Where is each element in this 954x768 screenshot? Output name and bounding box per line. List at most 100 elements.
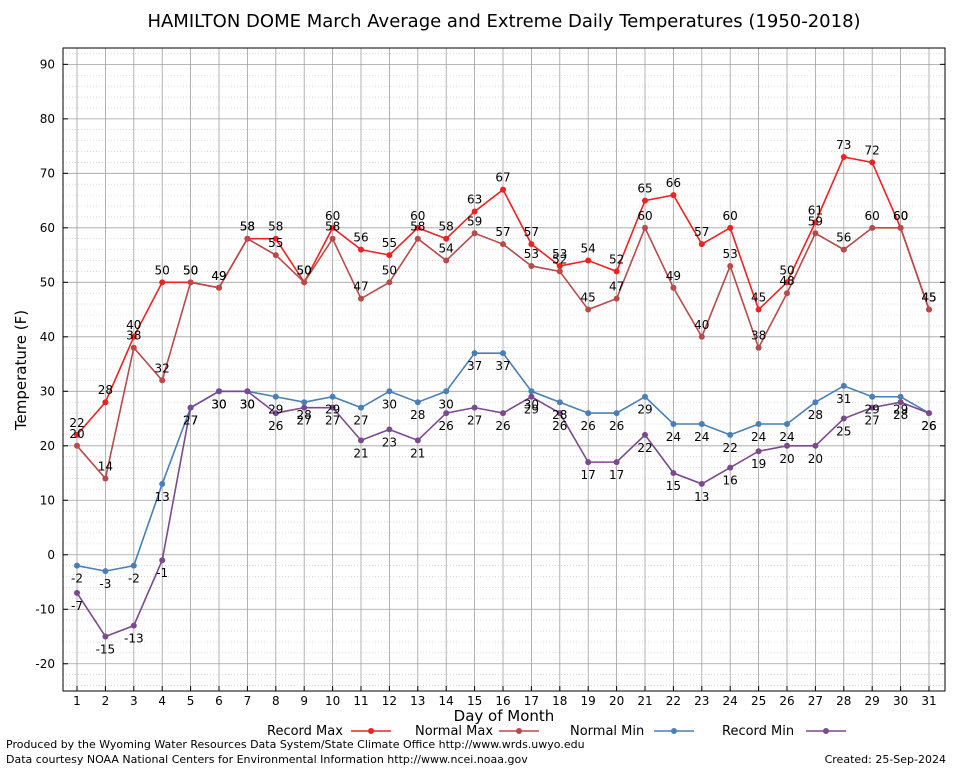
record-max-data-label: 65	[637, 182, 652, 196]
normal-min-point	[74, 562, 80, 569]
normal-max-point	[784, 290, 790, 297]
normal-min-point	[500, 350, 506, 357]
normal-max-point	[130, 344, 137, 351]
normal-min-data-label: 26	[609, 419, 624, 433]
record-min-point	[698, 480, 705, 487]
record-min-point	[159, 557, 166, 564]
record-min-point	[585, 459, 592, 466]
normal-max-data-label: 49	[666, 269, 681, 283]
x-tick-label: 8	[272, 694, 280, 708]
record-min-point	[443, 410, 450, 417]
record-max-point	[329, 224, 336, 231]
x-tick-label: 20	[609, 694, 624, 708]
normal-min-point	[443, 388, 450, 395]
record-max-point	[471, 208, 478, 215]
record-max-data-label: 58	[439, 220, 454, 234]
legend: Record Max Normal Max Normal Min Record Min	[267, 724, 846, 739]
x-tick-label: 5	[187, 694, 195, 708]
record-min-point	[471, 404, 478, 411]
normal-max-data-label: 38	[751, 329, 766, 343]
record-min-data-label: 17	[581, 468, 596, 482]
record-min-legend-marker	[823, 728, 829, 734]
record-max-point	[585, 257, 592, 264]
y-tick-label: 30	[40, 384, 55, 398]
normal-max-legend-label: Normal Max	[415, 724, 493, 739]
record-max-point	[500, 186, 506, 193]
normal-max-point	[613, 295, 620, 302]
normal-max-point	[812, 230, 819, 237]
normal-max-point	[727, 262, 734, 269]
normal-max-point	[74, 442, 80, 449]
normal-max-point	[840, 246, 847, 253]
normal-min-data-label: 28	[552, 408, 567, 422]
record-max-data-label: 58	[240, 220, 255, 234]
y-tick-label: 90	[40, 57, 55, 71]
normal-min-point	[556, 399, 563, 406]
normal-max-data-label: 58	[240, 220, 255, 234]
record-max-data-label: 49	[211, 269, 226, 283]
normal-max-point	[443, 257, 450, 264]
record-max-point	[556, 262, 563, 269]
record-min-point	[869, 404, 876, 411]
record-max-data-label: 53	[552, 247, 567, 261]
record-min-data-label: 17	[609, 468, 624, 482]
y-tick-label: 50	[40, 275, 55, 289]
normal-min-point	[528, 388, 535, 395]
record-min-point	[670, 470, 677, 477]
record-max-point	[102, 399, 109, 406]
record-min-legend-label: Record Min	[722, 724, 794, 739]
record-min-point	[613, 459, 620, 466]
record-min-point	[784, 442, 790, 449]
record-min-data-label: 26	[439, 419, 454, 433]
normal-min-point	[358, 404, 364, 411]
normal-max-point	[187, 279, 194, 286]
normal-max-data-label: 14	[98, 459, 113, 473]
normal-min-point	[414, 399, 421, 406]
plot-frame	[62, 47, 946, 692]
y-tick-label: 20	[40, 439, 55, 453]
record-max-data-label: 40	[126, 318, 141, 332]
normal-max-point	[329, 235, 336, 242]
y-tick-label: 80	[40, 112, 55, 126]
normal-min-point	[642, 393, 648, 400]
x-tick-label: 22	[666, 694, 681, 708]
record-min-point	[840, 415, 847, 422]
normal-min-point	[755, 420, 762, 427]
record-min-point	[74, 589, 80, 596]
normal-min-data-label: 29	[268, 403, 283, 417]
footer-data-source: Data courtesy NOAA National Centers for …	[6, 753, 528, 766]
normal-min-data-label: 28	[808, 408, 823, 422]
record-max-data-label: 50	[297, 263, 312, 277]
x-tick-label: 15	[467, 694, 482, 708]
y-tick-label: 70	[40, 166, 55, 180]
normal-max-data-label: 48	[779, 274, 794, 288]
record-min-data-label: 13	[694, 490, 709, 504]
record-max-data-label: 73	[836, 138, 851, 152]
normal-max-data-label: 56	[836, 231, 851, 245]
record-min-data-label: -1	[156, 566, 168, 580]
x-tick-label: 21	[637, 694, 652, 708]
normal-min-point	[784, 420, 790, 427]
record-max-data-label: 60	[723, 209, 738, 223]
record-min-point	[102, 633, 109, 640]
record-max-data-label: 57	[694, 225, 709, 239]
normal-max-data-label: 53	[524, 247, 539, 261]
record-max-point	[386, 252, 393, 259]
record-min-point	[812, 442, 819, 449]
normal-min-point	[130, 562, 137, 569]
record-min-point	[187, 404, 194, 411]
x-tick-label: 7	[244, 694, 252, 708]
y-tick-label: -20	[35, 657, 55, 671]
normal-min-point	[869, 393, 876, 400]
normal-min-data-label: 24	[779, 430, 794, 444]
x-tick-label: 23	[694, 694, 709, 708]
normal-max-point	[670, 284, 677, 291]
normal-max-data-label: 38	[126, 329, 141, 343]
normal-min-point	[670, 420, 677, 427]
normal-min-data-label: 27	[353, 414, 368, 428]
record-min-data-label: 25	[836, 425, 851, 439]
y-tick-label: 40	[40, 330, 55, 344]
record-max-point	[414, 224, 421, 231]
record-min-data-label: 27	[183, 414, 198, 428]
